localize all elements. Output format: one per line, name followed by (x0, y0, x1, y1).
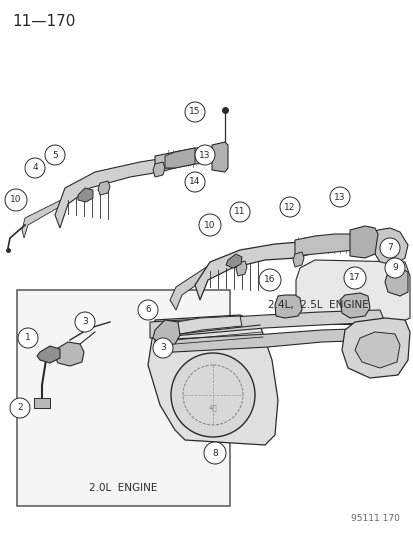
Polygon shape (153, 162, 165, 177)
Polygon shape (22, 192, 75, 238)
Polygon shape (292, 252, 303, 267)
Text: 16: 16 (263, 276, 275, 285)
Polygon shape (384, 268, 407, 296)
Text: 4一: 4一 (208, 405, 217, 411)
Polygon shape (54, 342, 84, 366)
Polygon shape (364, 228, 407, 265)
Text: 3: 3 (160, 343, 166, 352)
Polygon shape (154, 316, 242, 338)
Circle shape (75, 312, 95, 332)
Text: 11: 11 (234, 207, 245, 216)
Circle shape (138, 300, 158, 320)
Text: 7: 7 (386, 244, 392, 253)
Text: 2.4L,  2.5L  ENGINE: 2.4L, 2.5L ENGINE (267, 300, 368, 310)
Circle shape (5, 189, 27, 211)
Polygon shape (150, 310, 384, 338)
Text: 2: 2 (17, 403, 23, 413)
Text: 2.0L  ENGINE: 2.0L ENGINE (89, 483, 157, 494)
Circle shape (279, 197, 299, 217)
Text: 4: 4 (32, 164, 38, 173)
Bar (17, 290, 229, 506)
Text: 13: 13 (333, 192, 345, 201)
Text: 10: 10 (204, 221, 215, 230)
Circle shape (18, 328, 38, 348)
Circle shape (171, 353, 254, 437)
Polygon shape (341, 318, 409, 378)
Text: 11—170: 11—170 (12, 14, 75, 29)
Text: 13: 13 (199, 150, 210, 159)
Circle shape (10, 398, 30, 418)
Circle shape (259, 269, 280, 291)
Polygon shape (235, 261, 247, 276)
Polygon shape (165, 148, 195, 168)
Polygon shape (195, 240, 309, 300)
Circle shape (343, 267, 365, 289)
Circle shape (379, 238, 399, 258)
Circle shape (204, 442, 225, 464)
Polygon shape (170, 262, 221, 310)
Polygon shape (225, 254, 242, 268)
Text: 17: 17 (349, 273, 360, 282)
Text: 5: 5 (52, 150, 58, 159)
Circle shape (153, 338, 173, 358)
Polygon shape (294, 234, 359, 256)
Text: 14: 14 (189, 177, 200, 187)
Polygon shape (147, 315, 277, 445)
Circle shape (199, 214, 221, 236)
Polygon shape (354, 332, 399, 368)
Circle shape (185, 172, 204, 192)
Polygon shape (34, 398, 50, 408)
Polygon shape (339, 293, 369, 318)
Circle shape (329, 187, 349, 207)
Polygon shape (349, 226, 377, 258)
Polygon shape (55, 155, 175, 228)
Text: 3: 3 (82, 318, 88, 327)
Text: 95111 170: 95111 170 (350, 514, 399, 523)
Polygon shape (153, 320, 180, 345)
Text: 6: 6 (145, 305, 150, 314)
Circle shape (195, 145, 214, 165)
Polygon shape (295, 260, 409, 325)
Polygon shape (78, 188, 93, 202)
Circle shape (384, 258, 404, 278)
Text: 12: 12 (284, 203, 295, 212)
Polygon shape (211, 142, 228, 172)
Text: 15: 15 (189, 108, 200, 117)
Text: 1: 1 (25, 334, 31, 343)
Polygon shape (98, 181, 110, 195)
Text: 8: 8 (211, 448, 217, 457)
Polygon shape (37, 346, 60, 363)
Text: 10: 10 (10, 196, 22, 205)
Polygon shape (274, 295, 301, 318)
Circle shape (185, 102, 204, 122)
Circle shape (25, 158, 45, 178)
Polygon shape (154, 148, 219, 168)
Circle shape (230, 202, 249, 222)
Polygon shape (154, 328, 381, 353)
Text: 9: 9 (391, 263, 397, 272)
Circle shape (45, 145, 65, 165)
